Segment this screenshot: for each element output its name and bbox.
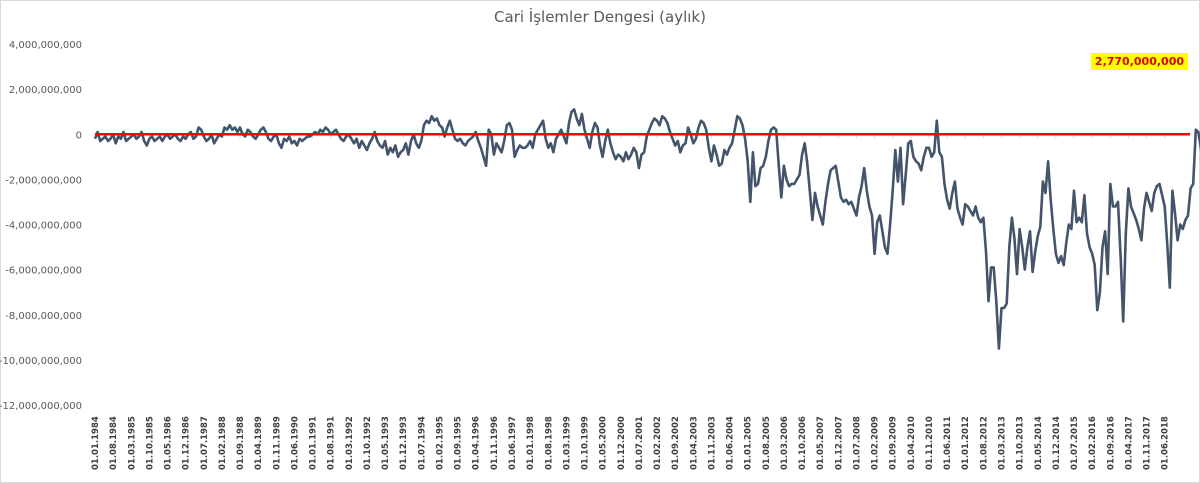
x-tick-label: 01.05.2014 [1034,416,1044,470]
x-tick-label: 01.05.1993 [381,416,391,470]
x-tick-label: 01.09.2009 [889,416,899,470]
x-tick-label: 01.12.2000 [617,416,627,470]
y-axis: 4,000,000,000 2,000,000,000 0 -2,000,000,00… [0,40,82,412]
plot-area [93,108,1200,350]
x-tick-label: 01.07.1987 [200,416,210,470]
x-tick-label: 01.12.2014 [1052,416,1062,470]
x-tick-label: 01.02.2016 [1088,416,1098,470]
x-tick-label: 01.11.1989 [272,416,282,470]
x-tick-label: 01.07.2008 [852,416,862,470]
x-tick-label: 01.07.1994 [417,416,427,470]
x-tick-label: 01.05.1986 [164,416,174,470]
y-tick-label: 2,000,000,000 [9,85,82,96]
y-tick-label: -6,000,000,000 [5,266,82,277]
x-tick-label: 01.08.2005 [762,416,772,470]
x-tick-label: 01.03.2006 [780,416,790,470]
x-tick-label: 01.04.2003 [689,416,699,470]
x-tick-label: 01.10.1992 [363,416,373,470]
x-tick-label: 01.10.2013 [1016,416,1026,470]
y-tick-label: 0 [76,130,82,141]
x-tick-label: 01.06.1997 [508,416,518,470]
x-tick-label: 01.08.1984 [109,416,119,470]
x-tick-label: 01.09.1995 [454,416,464,470]
x-tick-label: 01.04.1989 [254,416,264,470]
x-tick-label: 01.03.1985 [127,416,137,470]
x-tick-label: 01.01.2005 [744,416,754,470]
y-tick-label: -10,000,000,000 [0,356,82,367]
x-tick-label: 01.10.1985 [145,416,155,470]
x-tick-label: 01.06.2004 [726,416,736,470]
x-tick-label: 01.12.2007 [834,416,844,470]
x-tick-label: 01.11.2003 [707,416,717,470]
x-tick-label: 01.11.2010 [925,416,935,470]
x-tick-label: 01.02.2002 [653,416,663,470]
x-tick-label: 01.10.2006 [798,416,808,470]
x-tick-label: 01.12.1993 [399,416,409,470]
x-tick-label: 01.02.2009 [871,416,881,470]
x-tick-label: 01.08.2012 [979,416,989,470]
x-tick-label: 01.09.2002 [671,416,681,470]
x-tick-label: 01.12.1986 [182,416,192,470]
x-tick-label: 01.05.2007 [816,416,826,470]
x-tick-label: 01.07.2001 [635,416,645,470]
x-tick-label: 01.03.1992 [345,416,355,470]
x-tick-label: 01.06.2011 [943,416,953,470]
x-tick-label: 01.07.2015 [1070,416,1080,470]
last-value-annotation: 2,770,000,000 [1090,53,1188,70]
x-tick-label: 01.04.2017 [1124,416,1134,470]
y-tick-label: -2,000,000,000 [5,175,82,186]
chart-title: Cari İşlemler Dengesi (aylık) [494,8,706,26]
series-line [93,108,1200,350]
x-tick-label: 01.09.1988 [236,416,246,470]
x-tick-label: 01.02.1988 [218,416,228,470]
y-tick-label: 4,000,000,000 [9,40,82,51]
x-tick-label: 01.03.1999 [562,416,572,470]
x-tick-label: 01.06.2018 [1161,416,1171,470]
x-tick-label: 01.06.1990 [290,416,300,470]
x-axis: 01.01.1984 01.08.1984 01.03.1985 01.10.1985… [91,134,1171,470]
x-tick-label: 01.11.2017 [1143,416,1153,470]
x-tick-label: 01.11.1996 [490,416,500,470]
x-tick-label: 01.02.1995 [435,416,445,470]
y-tick-label: -12,000,000,000 [0,401,82,412]
x-tick-label: 01.10.1999 [581,416,591,470]
x-tick-label: 01.03.2013 [998,416,1008,470]
x-tick-label: 01.01.2012 [961,416,971,470]
y-tick-label: -8,000,000,000 [5,311,82,322]
x-tick-label: 01.01.1984 [91,416,101,470]
x-tick-label: 01.01.1998 [526,416,536,470]
x-tick-label: 01.04.1996 [472,416,482,470]
y-tick-label: -4,000,000,000 [5,221,82,232]
x-tick-label: 01.01.1991 [309,416,319,470]
x-tick-label: 01.05.2000 [599,416,609,470]
x-tick-label: 01.08.1991 [327,416,337,470]
x-tick-label: 01.04.2010 [907,416,917,470]
x-tick-label: 01.09.2016 [1106,416,1116,470]
x-tick-label: 01.08.1998 [544,416,554,470]
